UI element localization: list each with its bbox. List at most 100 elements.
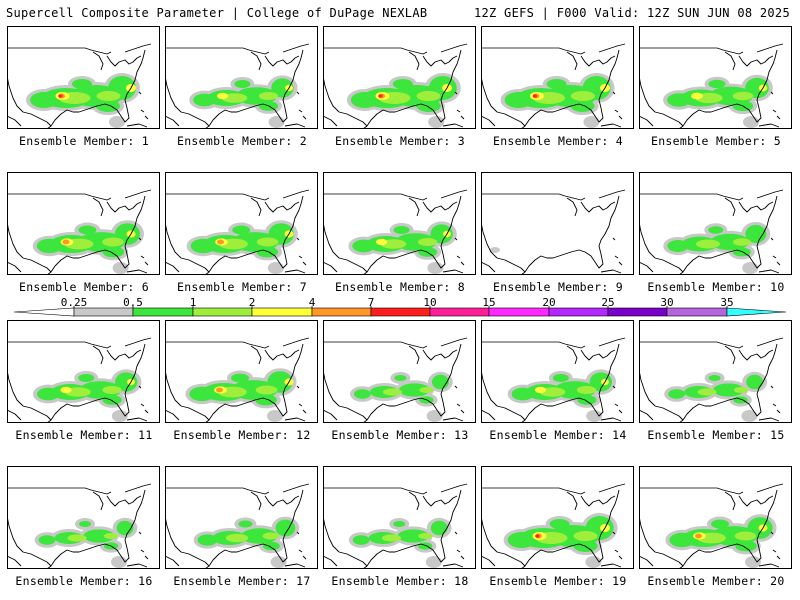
scp-contour-green	[713, 383, 745, 397]
scp-contour-green	[430, 520, 448, 536]
scp-contour-green	[197, 534, 218, 546]
scp-contour-green	[397, 529, 429, 543]
ensemble-member-map	[639, 320, 792, 423]
scp-contour-lightgreen	[221, 93, 248, 103]
scp-contour-green	[511, 387, 534, 401]
scp-contour-lightgreen	[696, 239, 720, 249]
scp-contour-lightgreen	[256, 237, 279, 247]
scp-contour-lightgreen	[102, 386, 122, 394]
scp-contour-green	[255, 394, 277, 406]
scp-contour-lightgreen	[255, 385, 278, 395]
ensemble-member-label: Ensemble Member: 12	[173, 428, 311, 442]
scp-contour-yellow	[375, 238, 388, 246]
scp-contour-lightgreen	[67, 534, 87, 542]
scp-contour-red	[58, 94, 63, 98]
scp-contour-green	[570, 100, 595, 112]
scp-contour-gray	[425, 556, 442, 568]
us-basemap	[165, 172, 318, 275]
us-basemap	[481, 26, 634, 129]
scp-contour-lightgreen	[262, 532, 280, 540]
scp-contour-green	[115, 372, 138, 392]
scp-contour-gray	[270, 556, 287, 568]
scp-contour-red	[533, 94, 537, 98]
ensemble-member-label: Ensemble Member: 14	[489, 428, 627, 442]
scp-contour-green	[241, 528, 278, 544]
us-basemap	[7, 320, 160, 423]
scp-contour-green	[271, 78, 294, 98]
scp-contour-yellow	[691, 92, 703, 100]
scp-contour-green	[393, 521, 406, 527]
scp-contour-lightgreen	[571, 91, 595, 101]
scp-contour-gray	[745, 556, 761, 568]
scp-contour-lightgreen	[416, 91, 441, 101]
legend-tick-label: 7	[368, 296, 375, 309]
ensemble-member-label: Ensemble Member: 6	[18, 280, 150, 294]
legend-color-swatch	[251, 307, 313, 317]
scp-contour-green	[546, 79, 567, 89]
scp-contour-lightgreen	[419, 387, 434, 393]
us-basemap	[639, 26, 792, 129]
scp-contour-gray	[426, 410, 443, 422]
legend-tick-label: 2	[249, 296, 256, 309]
ensemble-member-map	[481, 172, 634, 275]
scp-contour-green	[235, 87, 278, 105]
ensemble-member-map	[481, 26, 634, 129]
ensemble-member-map	[7, 320, 160, 423]
scp-contour-green	[352, 239, 375, 253]
scp-contour-green	[554, 381, 596, 399]
legend-color-swatch	[13, 307, 75, 317]
scp-contour-green	[746, 374, 763, 390]
scp-contour-green	[392, 79, 413, 89]
ensemble-member-map	[481, 320, 634, 423]
run-valid-time: 12Z GEFS | F000 Valid: 12Z SUN JUN 08 20…	[473, 6, 790, 20]
legend-tick-label: 0.25	[61, 296, 88, 309]
scp-contour-lightgreen	[734, 531, 757, 541]
us-basemap	[7, 172, 160, 275]
ensemble-member-map	[323, 320, 476, 423]
us-basemap	[7, 26, 160, 129]
scp-contour-lightgreen	[576, 386, 597, 394]
scp-contour-green	[416, 100, 441, 112]
scp-contour-green	[30, 92, 58, 108]
ensemble-member-label: Ensemble Member: 1	[18, 134, 150, 148]
page-title: Supercell Composite Parameter | College …	[6, 6, 428, 20]
scp-contour-green	[190, 238, 216, 254]
scp-contour-green	[350, 92, 379, 108]
scp-contour-orange	[216, 387, 223, 393]
scp-contour-green	[735, 540, 757, 552]
ensemble-member-map	[165, 26, 318, 129]
legend-color-swatch	[311, 307, 372, 317]
scp-contour-lightgreen	[96, 91, 121, 101]
ensemble-member-map	[165, 466, 318, 569]
scp-contour-green	[78, 225, 97, 235]
ensemble-member-label: Ensemble Member: 5	[650, 134, 782, 148]
legend-tick-label: 10	[423, 296, 436, 309]
scp-contour-gray	[112, 262, 129, 274]
scp-contour-lightgreen	[258, 92, 279, 100]
scp-contour-green	[78, 374, 95, 382]
scp-contour-green	[234, 80, 251, 88]
scp-contour-green	[394, 375, 407, 381]
scp-contour-lightgreen	[733, 387, 749, 393]
scp-contour-green	[38, 535, 56, 545]
ensemble-member-map	[323, 466, 476, 569]
us-basemap	[481, 172, 634, 275]
scp-contour-green	[231, 373, 249, 383]
scp-contour-lightgreen	[381, 534, 402, 542]
us-basemap	[639, 466, 792, 569]
legend-color-swatch	[73, 307, 134, 317]
scp-contour-orange	[695, 533, 702, 539]
scp-contour-green	[668, 389, 685, 399]
scp-contour-green	[394, 233, 437, 251]
scp-contour-green	[667, 93, 691, 107]
scp-contour-green	[708, 226, 724, 234]
scp-contour-green	[37, 387, 60, 401]
scp-contour-green	[504, 92, 533, 108]
ensemble-member-label: Ensemble Member: 2	[176, 134, 308, 148]
scp-contour-orange	[217, 239, 224, 245]
legend-color-swatch	[666, 307, 728, 317]
ensemble-member-map	[639, 26, 792, 129]
legend-tick-label: 4	[309, 296, 316, 309]
ensemble-member-label: Ensemble Member: 18	[331, 574, 469, 588]
us-basemap	[165, 466, 318, 569]
